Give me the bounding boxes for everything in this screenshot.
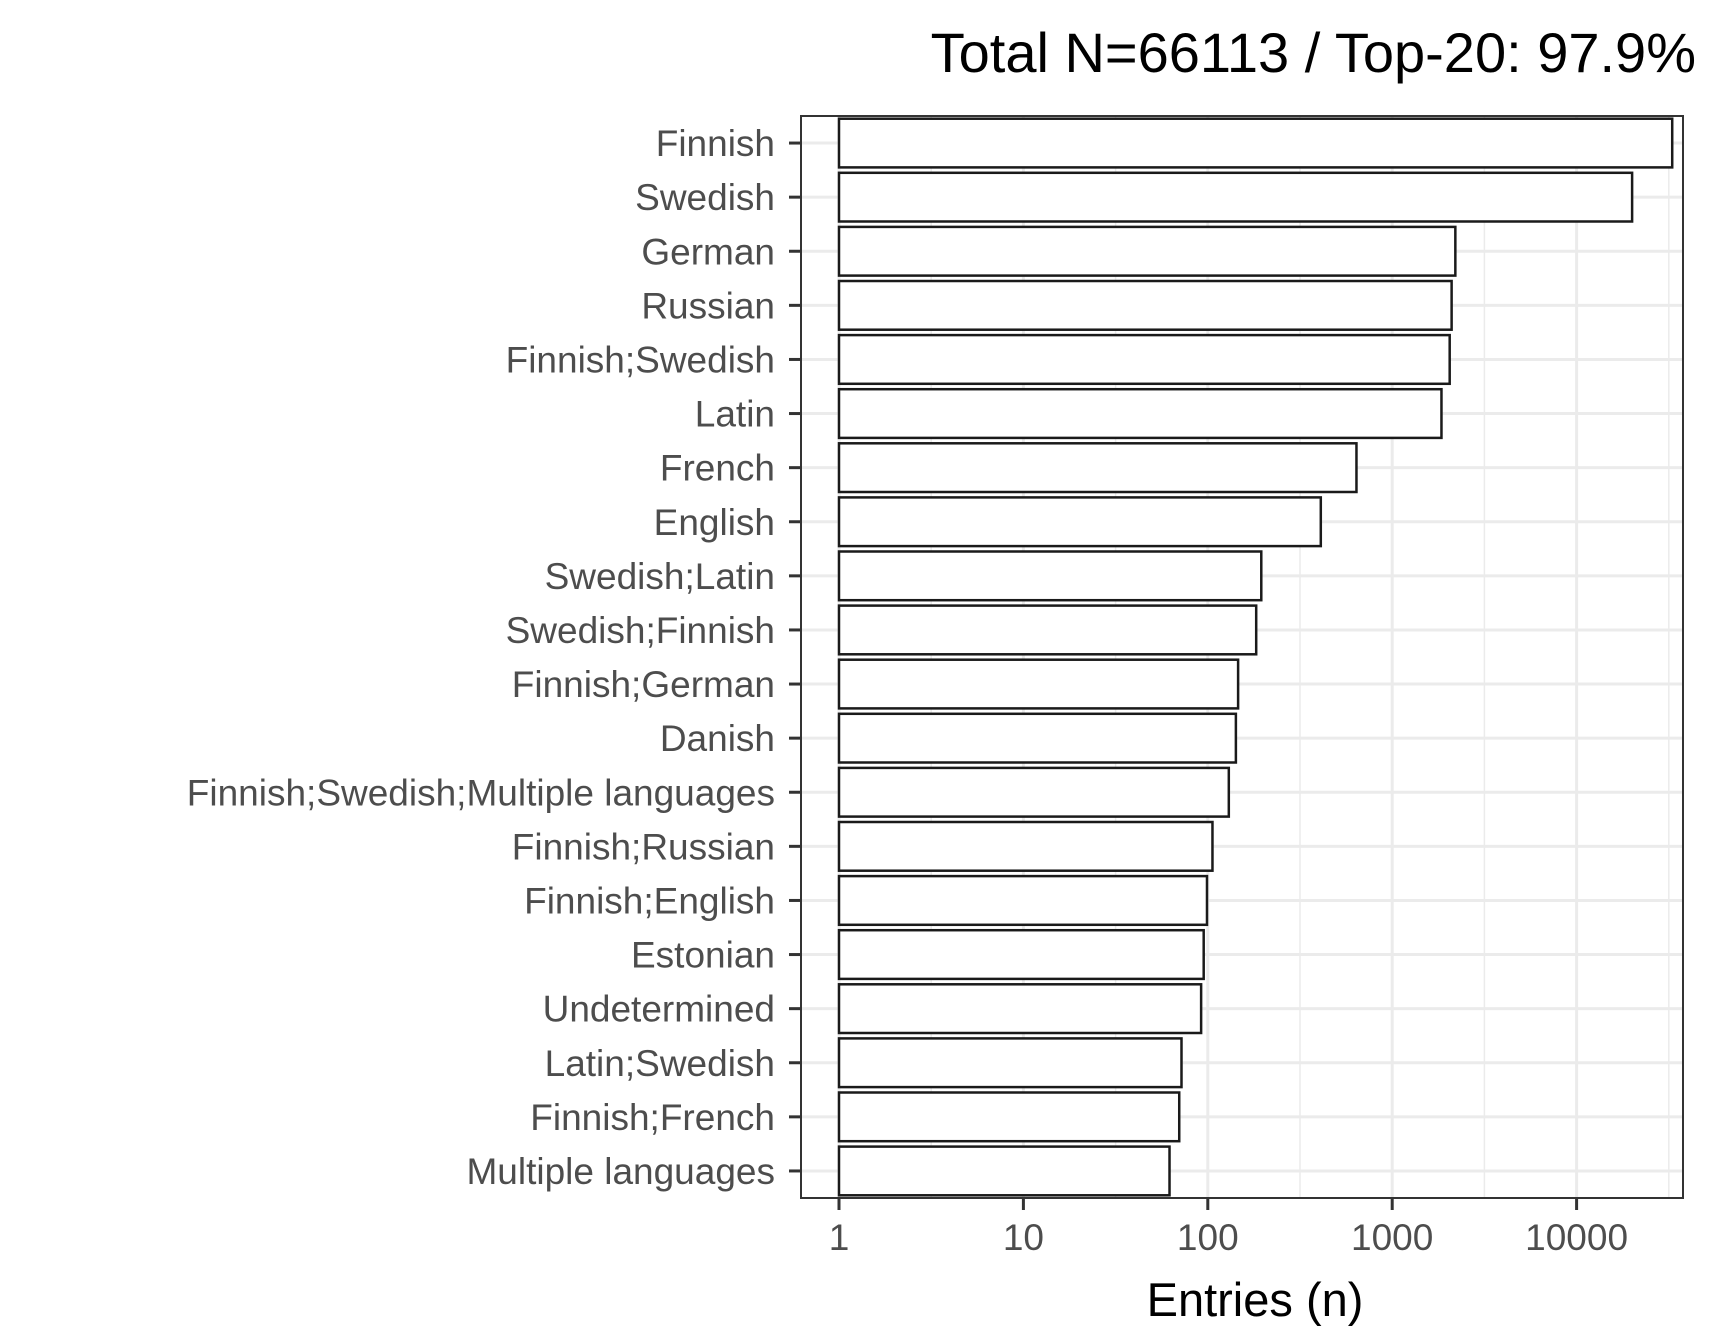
y-tick-label: Swedish;Latin: [545, 556, 775, 597]
x-tick-label: 1000: [1351, 1217, 1433, 1258]
grid-lines: [801, 116, 1683, 1198]
y-tick-label: Swedish;Finnish: [506, 610, 775, 651]
bar-russian: [837, 279, 1453, 331]
y-tick-label: Latin: [695, 394, 775, 435]
x-tick-label: 10000: [1525, 1217, 1628, 1258]
y-tick-label: Undetermined: [543, 989, 775, 1030]
x-axis: 1 10 100 1000 10000: [829, 1198, 1628, 1258]
y-tick-label: Finnish;Russian: [512, 826, 775, 867]
bar-finnish-swedish-multiple-languages: [837, 766, 1231, 818]
bar-finnish-russian: [837, 820, 1214, 872]
x-axis-label: Entries (n): [1147, 1273, 1364, 1326]
plot-panel: [800, 115, 1684, 1199]
bar-swedish-finnish: [837, 604, 1258, 656]
y-axis: Finnish Swedish German Russian Finnish;Swedi…: [187, 123, 801, 1192]
bar-finnish-french: [837, 1091, 1181, 1143]
y-tick-label: Finnish;French: [530, 1097, 775, 1138]
y-tick-label: French: [660, 448, 775, 489]
y-tick-label: Russian: [641, 285, 775, 326]
y-tick-label: Estonian: [631, 935, 775, 976]
bar-undetermined: [837, 983, 1203, 1035]
bar-swedish: [837, 171, 1634, 223]
bar-latin: [837, 387, 1443, 440]
y-tick-label: Finnish;English: [524, 880, 775, 921]
chart-title: Total N=66113 / Top-20: 97.9%: [931, 21, 1696, 84]
y-tick-label: Danish: [660, 718, 775, 759]
y-tick-label: German: [641, 231, 775, 272]
bar-multiple-languages: [837, 1145, 1171, 1197]
x-tick-label: 100: [1177, 1217, 1239, 1258]
bar-latin-swedish: [837, 1037, 1183, 1089]
y-tick-label: English: [654, 502, 775, 543]
bar-finnish-german: [837, 658, 1240, 710]
y-tick-label: Finnish;Swedish;Multiple languages: [187, 772, 775, 813]
y-tick-label: Finnish: [656, 123, 775, 164]
bar-english: [837, 496, 1323, 548]
bar-danish: [837, 712, 1238, 764]
bar-german: [837, 225, 1457, 277]
x-tick-label: 10: [1003, 1217, 1044, 1258]
y-tick-label: Multiple languages: [466, 1151, 775, 1192]
y-tick-label: Swedish: [635, 177, 775, 218]
bar-finnish-english: [837, 874, 1209, 927]
bars: [837, 117, 1674, 1197]
x-tick-label: 1: [829, 1217, 850, 1258]
bar-finnish-swedish: [837, 333, 1451, 386]
y-tick-label: Finnish;German: [512, 664, 775, 705]
bar-french: [837, 442, 1358, 494]
bar-estonian: [837, 928, 1205, 981]
y-tick-label: Finnish;Swedish: [506, 339, 775, 380]
bar-finnish: [837, 117, 1674, 169]
y-tick-label: Latin;Swedish: [545, 1043, 775, 1084]
bar-swedish-latin: [837, 550, 1263, 602]
